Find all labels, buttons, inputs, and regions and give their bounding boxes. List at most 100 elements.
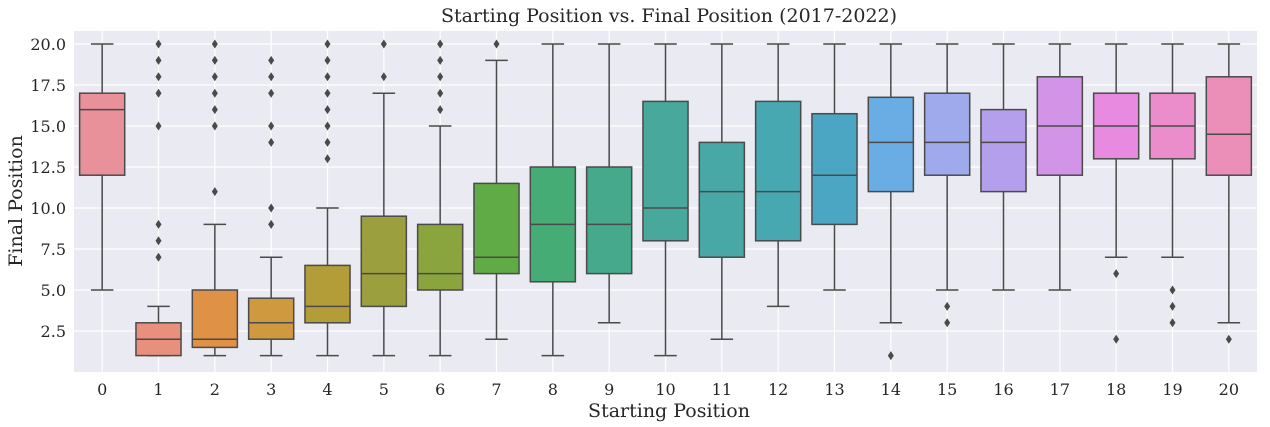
box-5 [360, 39, 408, 357]
outlier-point [155, 55, 162, 65]
outlier-point [155, 39, 162, 49]
box-iqr [1205, 76, 1253, 176]
box-2 [191, 39, 239, 357]
outlier-point [1113, 269, 1120, 279]
box-10 [642, 43, 689, 357]
outlier-point [1169, 285, 1176, 295]
x-tick-label: 0 [97, 380, 107, 399]
outlier-point [324, 88, 331, 98]
outlier-point [155, 219, 162, 229]
outlier-point [887, 351, 894, 361]
box-iqr [698, 141, 746, 258]
x-tick-label: 2 [210, 380, 220, 399]
box-7 [473, 39, 520, 340]
box-iqr [980, 108, 1027, 193]
outlier-point [380, 39, 387, 49]
box-iqr [642, 100, 689, 242]
x-tick-label: 16 [993, 380, 1013, 399]
x-tick-label: 3 [266, 380, 276, 399]
outlier-point [944, 318, 951, 328]
outlier-point [268, 121, 275, 131]
x-tick-label: 1 [153, 380, 163, 399]
outlier-point [268, 72, 275, 82]
y-tick-label: 17.5 [30, 76, 66, 95]
box-9 [585, 43, 633, 324]
outlier-point [268, 137, 275, 147]
outlier-point [1113, 334, 1120, 344]
x-tick-label: 13 [824, 380, 844, 399]
chart-title: Starting Position vs. Final Position (20… [441, 5, 897, 27]
box-iqr [585, 166, 633, 275]
outlier-point [437, 39, 444, 49]
outlier-point [211, 72, 218, 82]
box-iqr [811, 112, 858, 226]
x-axis-label: Starting Position [588, 400, 750, 422]
box-14 [867, 43, 915, 361]
x-tick-labels: 0 1 2 3 4 5 6 7 8 9 10 11 12 13 14 15 16 17 18 19 20 [97, 380, 1239, 399]
outlier-point [155, 236, 162, 246]
outlier-point [324, 154, 331, 164]
x-tick-label: 17 [1050, 380, 1070, 399]
box-8 [529, 43, 577, 357]
box-17 [1036, 43, 1084, 291]
outlier-point [268, 88, 275, 98]
outlier-point [437, 72, 444, 82]
y-tick-label: 5.0 [41, 281, 66, 300]
x-tick-label: 20 [1219, 380, 1239, 399]
outlier-point [211, 55, 218, 65]
box-0 [78, 43, 126, 291]
box-12 [754, 43, 802, 308]
outlier-point [268, 219, 275, 229]
x-tick-label: 6 [435, 380, 445, 399]
outlier-point [1169, 318, 1176, 328]
x-tick-label: 15 [937, 380, 957, 399]
box-iqr [473, 182, 520, 275]
x-tick-label: 10 [655, 380, 675, 399]
box-18 [1092, 43, 1140, 344]
outlier-point [1169, 301, 1176, 311]
y-tick-label: 7.5 [41, 240, 66, 259]
y-tick-label: 20.0 [30, 35, 66, 54]
outlier-point [155, 121, 162, 131]
y-tick-label: 2.5 [41, 322, 66, 341]
outlier-point [211, 187, 218, 197]
outlier-point [155, 88, 162, 98]
outlier-point [437, 105, 444, 115]
y-tick-label: 15.0 [30, 117, 66, 136]
x-tick-label: 9 [604, 380, 614, 399]
outlier-point [324, 121, 331, 131]
box-20 [1205, 43, 1253, 344]
outlier-point [324, 55, 331, 65]
box-iqr [247, 297, 295, 340]
y-axis-label: Final Position [5, 135, 27, 267]
outlier-point [324, 72, 331, 82]
boxes [78, 39, 1253, 361]
y-tick-label: 12.5 [30, 158, 66, 177]
box-3 [247, 55, 295, 357]
outlier-point [155, 72, 162, 82]
outlier-point [437, 88, 444, 98]
outlier-point [380, 72, 387, 82]
x-tick-label: 18 [1106, 380, 1126, 399]
outlier-point [324, 39, 331, 49]
outlier-point [211, 39, 218, 49]
outlier-point [211, 105, 218, 115]
box-iqr [416, 223, 464, 291]
x-tick-label: 7 [491, 380, 501, 399]
box-15 [923, 43, 971, 328]
box-iqr [191, 289, 239, 349]
box-iqr [304, 264, 351, 324]
outlier-point [324, 137, 331, 147]
box-iqr [867, 96, 915, 193]
x-tick-label: 12 [768, 380, 788, 399]
box-19 [1149, 43, 1196, 328]
outlier-point [268, 55, 275, 65]
x-tick-label: 14 [881, 380, 901, 399]
outlier-point [324, 105, 331, 115]
outlier-point [268, 203, 275, 213]
y-tick-labels: 2.5 5.0 7.5 10.0 12.5 15.0 17.5 20.0 [30, 35, 66, 341]
box-iqr [923, 92, 971, 176]
x-tick-label: 5 [379, 380, 389, 399]
outlier-point [493, 39, 500, 49]
